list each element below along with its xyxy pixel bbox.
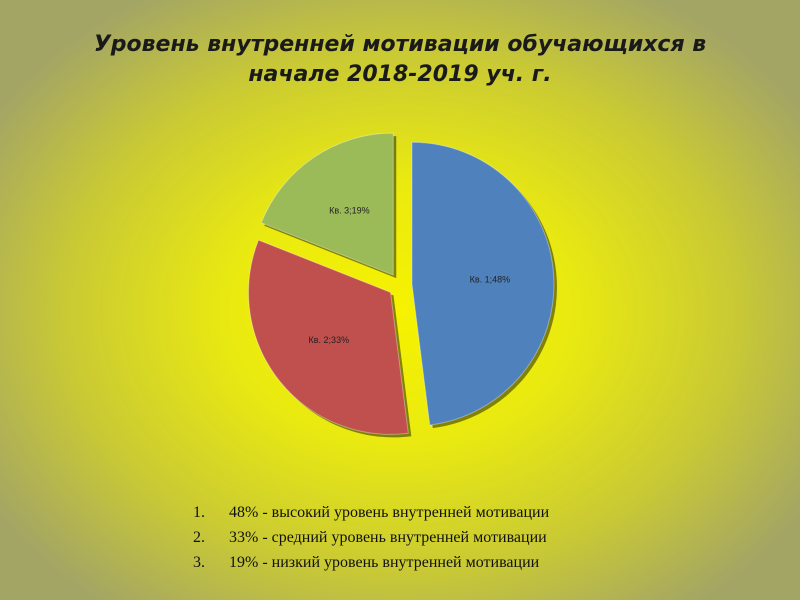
pie-slice-3 [260, 132, 394, 276]
pie-slice-2 [248, 239, 409, 435]
legend-number-3: 3. [193, 554, 205, 571]
legend-list: 1. 48% - высокий уровень внутренней мотив… [193, 500, 549, 575]
pie-slice-label-2: Кв. 2;33% [309, 335, 350, 345]
legend-text-1: 48% - высокий уровень внутренней мотивац… [229, 504, 550, 521]
legend-text-3: 19% - низкий уровень внутренней мотиваци… [229, 554, 540, 571]
title-line-2: начале 2018-2019 уч. г. [248, 61, 552, 87]
chart-title: Уровень внутренней мотивации обучающихся… [40, 30, 760, 89]
legend-number-2: 2. [193, 529, 205, 546]
legend-item-1: 1. 48% - высокий уровень внутренней мотив… [193, 500, 549, 525]
pie-slice-1 [411, 141, 555, 426]
legend-item-2: 2. 33% - средний уровень внутренней мотив… [193, 525, 549, 550]
pie-slice-label-3: Кв. 3;19% [329, 205, 370, 215]
legend-number-1: 1. [193, 504, 205, 521]
legend-text-2: 33% - средний уровень внутренней мотивац… [229, 529, 547, 546]
title-line-1: Уровень внутренней мотивации обучающихся… [93, 32, 707, 57]
pie-slice-label-1: Кв. 1;48% [470, 274, 511, 284]
legend-item-3: 3. 19% - низкий уровень внутренней мотива… [193, 550, 549, 575]
